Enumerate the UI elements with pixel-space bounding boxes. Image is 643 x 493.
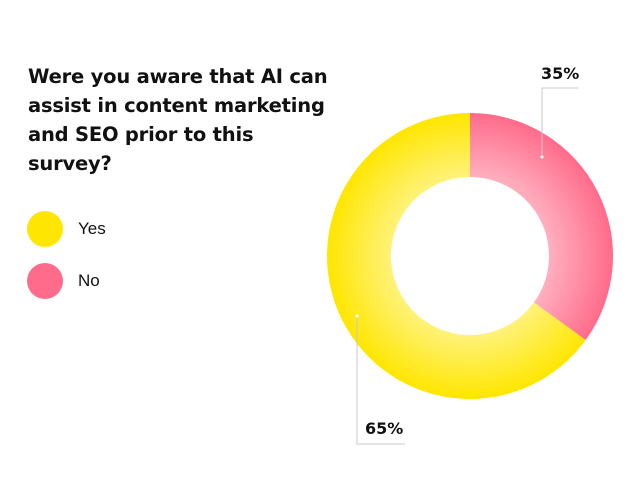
legend-swatch-no-icon (27, 263, 63, 299)
legend-item-no: No (27, 263, 100, 299)
data-label-no: 35% (541, 64, 580, 83)
leader-line-yes (356, 316, 405, 445)
legend-label-no: No (78, 271, 100, 290)
legend-swatch-yes-icon (27, 211, 63, 247)
legend-item-yes: Yes (27, 211, 106, 247)
data-label-yes: 65% (365, 419, 404, 438)
legend-label-yes: Yes (78, 219, 106, 238)
chart-title: Were you aware that AI can assist in con… (28, 65, 328, 175)
leader-line-no (541, 87, 578, 157)
slice-no (470, 113, 613, 341)
slice-yes (326, 113, 586, 399)
